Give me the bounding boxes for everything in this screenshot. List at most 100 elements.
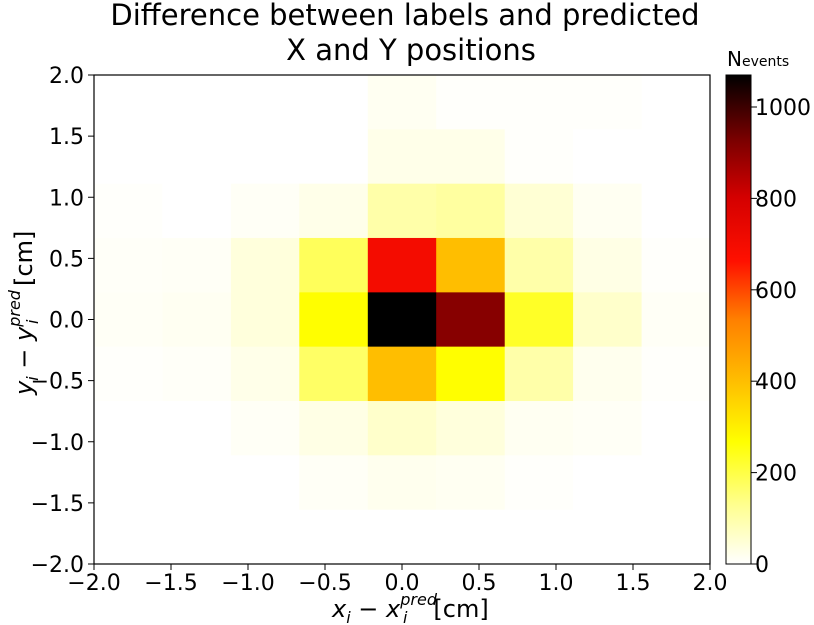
heatmap-cell: [641, 75, 711, 130]
heatmap-cell: [641, 509, 711, 565]
colorbar-label-main: N: [727, 47, 742, 71]
heatmap-cell: [94, 237, 163, 293]
heatmap-cell: [230, 183, 300, 239]
heatmap-cell: [367, 509, 437, 565]
y-axis-label-sup: pred: [5, 289, 24, 328]
heatmap-cell: [436, 455, 506, 511]
heatmap-cell: [573, 237, 643, 293]
heatmap-cell: [504, 455, 574, 511]
heatmap-cell: [641, 401, 711, 456]
heatmap-cell: [436, 292, 506, 348]
x-axis-label-minus: −: [351, 595, 386, 623]
heatmap-cell: [299, 509, 369, 565]
heatmap-cell: [367, 455, 437, 511]
y-axis-label-sub: i: [23, 376, 42, 381]
heatmap-cell: [573, 75, 643, 130]
y-axis-label: yi − ypredi [cm]: [5, 231, 42, 396]
heatmap-cell: [504, 237, 574, 293]
colorbar-ticks: 0 200 400 600 800 1000: [751, 96, 811, 578]
heatmap-cell: [299, 129, 369, 185]
heatmap-cell: [162, 129, 232, 185]
heatmap-cell: [162, 237, 232, 293]
y-tick-label: 0.0: [49, 309, 84, 334]
heatmap-cell: [299, 75, 369, 130]
heatmap-cell: [162, 455, 232, 511]
heatmap-cell: [94, 292, 163, 348]
heatmap-cell: [367, 401, 437, 456]
heatmap-cell: [162, 509, 232, 565]
y-axis-label-sub2: i: [23, 319, 42, 324]
colorbar-tick-label: 600: [755, 279, 797, 304]
x-axis-label-var: x: [331, 595, 347, 623]
y-tick-label: −1.0: [31, 431, 84, 456]
heatmap-cell: [641, 183, 711, 239]
x-axis-label-sup: pred: [399, 590, 438, 609]
x-tick-label: 0.5: [462, 571, 497, 596]
heatmap-cell: [641, 292, 711, 348]
heatmap-cell: [230, 292, 300, 348]
y-tick-label: −2.0: [31, 553, 84, 578]
heatmap-cell: [230, 75, 300, 130]
heatmap-cell: [299, 183, 369, 239]
heatmap-cell: [573, 183, 643, 239]
colorbar-label-sub: events: [742, 54, 789, 70]
x-tick-label: −1.5: [144, 571, 197, 596]
heatmap-cell: [436, 509, 506, 565]
heatmap-cell: [573, 292, 643, 348]
heatmap-cell: [641, 455, 711, 511]
heatmap-cell: [573, 455, 643, 511]
heatmap-cell: [367, 129, 437, 185]
heatmap-cell: [94, 401, 163, 456]
x-axis-label-sub: i: [346, 608, 351, 625]
heatmap-cell: [230, 129, 300, 185]
y-axis-label-unit: [cm]: [10, 231, 38, 294]
heatmap-cell: [299, 346, 369, 402]
colorbar-label: Nevents: [727, 47, 789, 71]
heatmap-cell: [94, 455, 163, 511]
heatmap-cell: [641, 129, 711, 185]
heatmap-cell: [504, 401, 574, 456]
x-axis-ticks: −2.0 −1.5 −1.0 −0.5 0.0 0.5 1.0 1.5 2.0: [67, 564, 728, 596]
heatmap-cell: [299, 401, 369, 456]
x-axis-label-unit: [cm]: [433, 595, 488, 623]
x-tick-label: −2.0: [67, 571, 120, 596]
colorbar: [725, 74, 752, 565]
heatmap-cell: [436, 129, 506, 185]
heatmap-cell: [504, 183, 574, 239]
x-axis-label-var2: x: [385, 595, 401, 623]
y-tick-label: 2.0: [49, 64, 84, 89]
heatmap-cell: [504, 75, 574, 130]
heatmap-cell: [641, 237, 711, 293]
y-tick-label: −0.5: [31, 370, 84, 395]
y-tick-label: 1.0: [49, 186, 84, 211]
heatmap-cell: [641, 346, 711, 402]
y-tick-label: −1.5: [31, 492, 84, 517]
heatmap-cell: [436, 401, 506, 456]
heatmap-cell: [162, 75, 232, 130]
heatmap-cell: [504, 509, 574, 565]
x-tick-label: −0.5: [298, 571, 351, 596]
heatmap-cell: [367, 237, 437, 293]
colorbar-tick-label: 400: [755, 370, 797, 395]
heatmap-cell: [504, 346, 574, 402]
heatmap-cell: [94, 509, 163, 565]
colorbar-tick-label: 1000: [755, 96, 811, 121]
x-tick-label: 2.0: [693, 571, 728, 596]
y-axis-ticks: 2.0 1.5 1.0 0.5 0.0 −0.5 −1.0 −1.5 −2.0: [31, 64, 94, 578]
heatmap-cell: [299, 292, 369, 348]
heatmap-cell: [162, 292, 232, 348]
heatmap-cell: [573, 346, 643, 402]
heatmap-cell: [299, 455, 369, 511]
heatmap-cell: [367, 183, 437, 239]
x-axis-label-sub2: i: [403, 608, 408, 625]
heatmap-cell: [299, 237, 369, 293]
heatmap-cell: [504, 292, 574, 348]
heatmap-cell: [162, 346, 232, 402]
heatmap-cell: [230, 509, 300, 565]
heatmap-cell: [436, 346, 506, 402]
x-tick-label: 0.0: [385, 571, 420, 596]
heatmap-cell: [94, 346, 163, 402]
y-tick-label: 1.5: [49, 125, 84, 150]
heatmap-cell: [573, 509, 643, 565]
